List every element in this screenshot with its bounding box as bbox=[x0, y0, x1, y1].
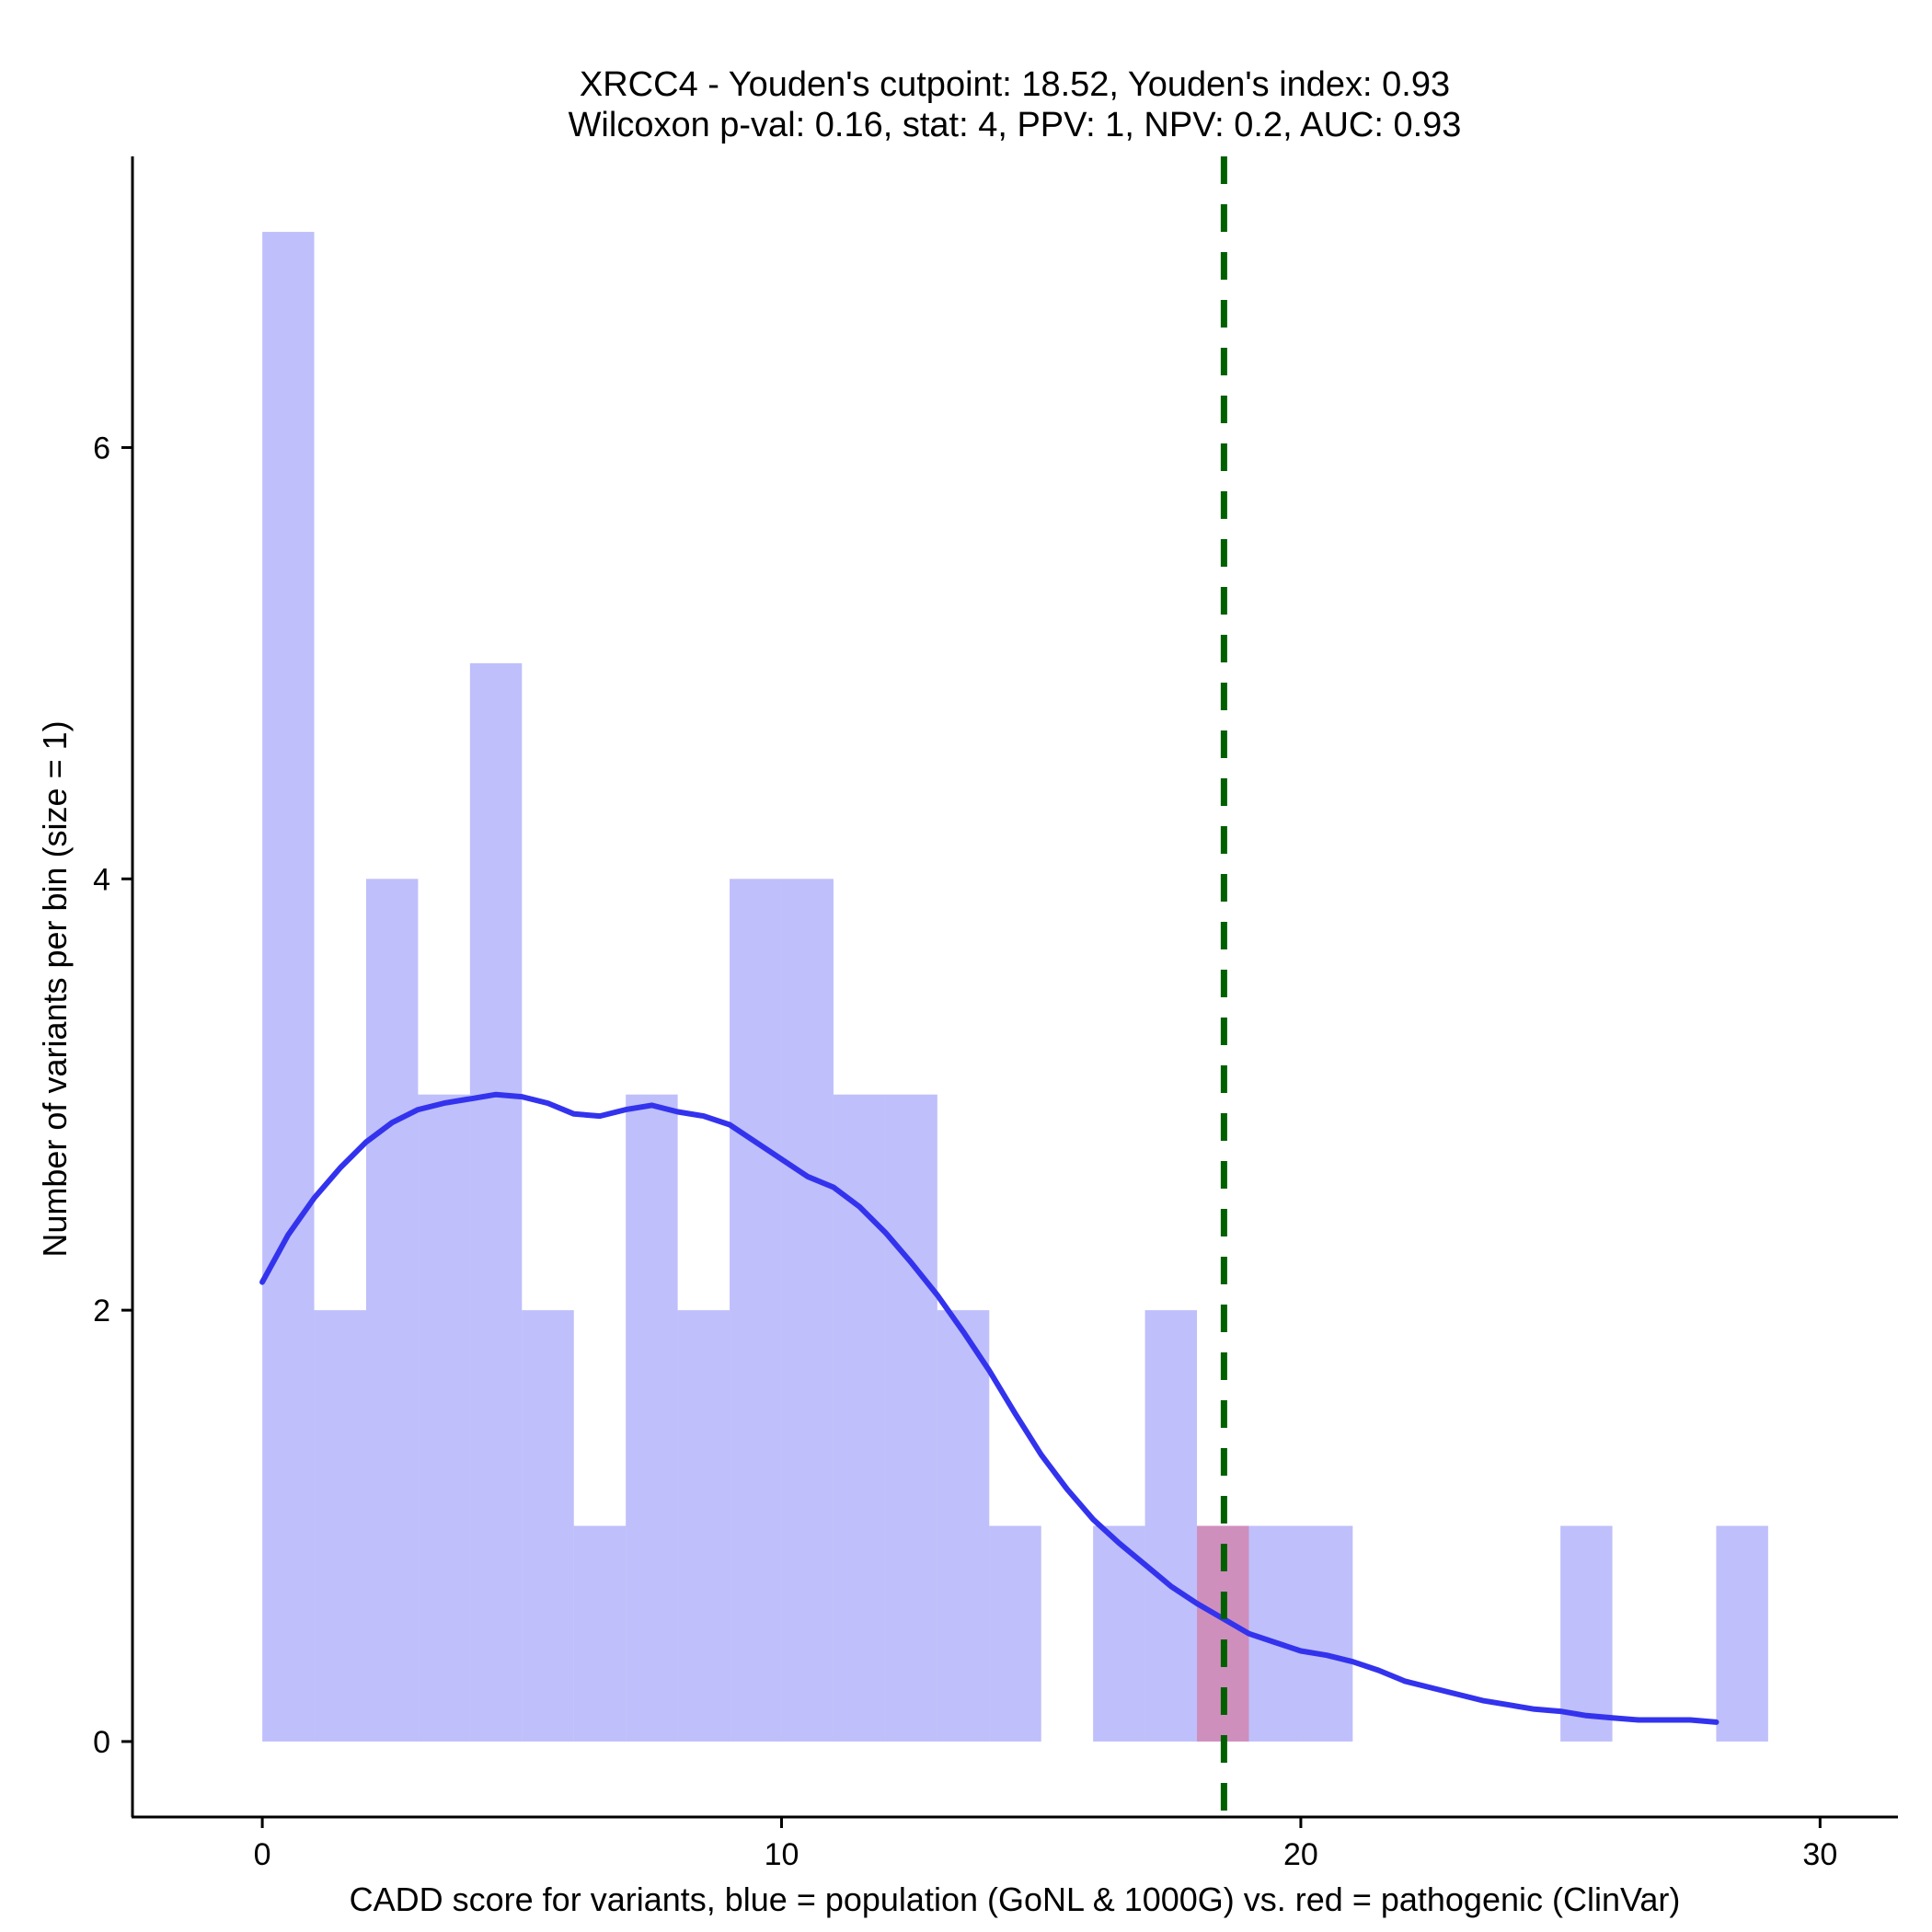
population-bar bbox=[781, 879, 834, 1742]
x-axis-label: CADD score for variants, blue = populati… bbox=[350, 1880, 1681, 1918]
population-bar bbox=[989, 1525, 1041, 1742]
x-tick-label: 20 bbox=[1283, 1837, 1318, 1872]
population-bar bbox=[1716, 1525, 1768, 1742]
population-bar bbox=[626, 1094, 678, 1742]
population-bar bbox=[1093, 1525, 1145, 1742]
population-bar bbox=[573, 1525, 627, 1742]
population-bar bbox=[365, 879, 419, 1742]
y-tick-label: 0 bbox=[93, 1725, 110, 1760]
x-tick-label: 0 bbox=[254, 1837, 271, 1872]
population-bar bbox=[522, 1310, 574, 1742]
population-bar bbox=[677, 1310, 730, 1742]
x-tick-label: 10 bbox=[765, 1837, 799, 1872]
population-bar bbox=[730, 879, 782, 1742]
population-bar bbox=[418, 1094, 470, 1742]
y-tick-label: 4 bbox=[93, 862, 110, 897]
chart-title-line2: Wilcoxon p-val: 0.16, stat: 4, PPV: 1, N… bbox=[569, 106, 1462, 144]
population-bar bbox=[469, 662, 523, 1742]
x-tick-label: 30 bbox=[1802, 1837, 1837, 1872]
population-bar bbox=[1144, 1310, 1198, 1742]
population-bar bbox=[1300, 1525, 1353, 1742]
y-tick-label: 2 bbox=[93, 1294, 110, 1328]
population-bar bbox=[885, 1094, 937, 1742]
y-axis-label: Number of variants per bin (size = 1) bbox=[36, 720, 74, 1257]
density-curve bbox=[259, 1091, 1719, 1725]
population-bar bbox=[262, 232, 315, 1742]
chart-title-line1: XRCC4 - Youden's cutpoint: 18.52, Youden… bbox=[580, 65, 1450, 104]
population-bar bbox=[937, 1310, 990, 1742]
population-bar bbox=[1560, 1525, 1613, 1742]
population-bar bbox=[833, 1094, 886, 1742]
population-bar bbox=[314, 1310, 366, 1742]
y-tick-label: 6 bbox=[93, 431, 110, 466]
